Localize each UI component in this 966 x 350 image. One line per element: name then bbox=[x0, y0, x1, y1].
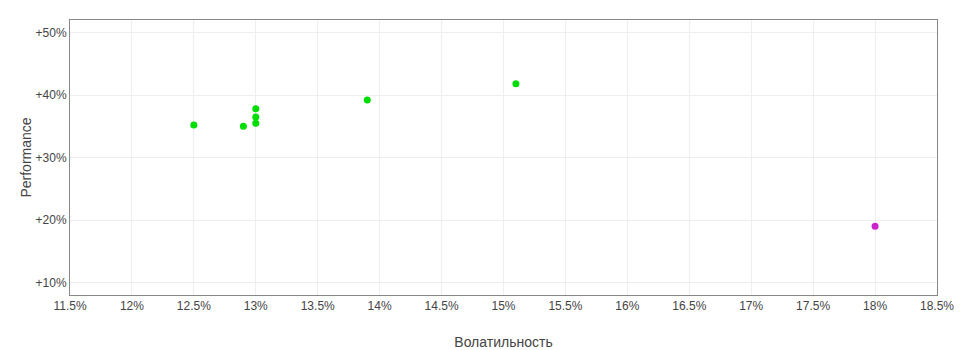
svg-text:16%: 16% bbox=[615, 299, 639, 313]
svg-text:+10%: +10% bbox=[36, 276, 67, 290]
svg-text:15.5%: 15.5% bbox=[548, 299, 582, 313]
svg-text:14%: 14% bbox=[368, 299, 392, 313]
svg-text:14.5%: 14.5% bbox=[425, 299, 459, 313]
svg-text:15%: 15% bbox=[491, 299, 515, 313]
svg-text:Performance: Performance bbox=[18, 117, 34, 197]
svg-text:12%: 12% bbox=[120, 299, 144, 313]
svg-text:16.5%: 16.5% bbox=[672, 299, 706, 313]
svg-text:17%: 17% bbox=[739, 299, 763, 313]
svg-text:Волатильность: Волатильность bbox=[454, 334, 552, 350]
svg-text:+40%: +40% bbox=[36, 88, 67, 102]
svg-text:13%: 13% bbox=[244, 299, 268, 313]
svg-text:18.5%: 18.5% bbox=[920, 299, 954, 313]
svg-text:12.5%: 12.5% bbox=[177, 299, 211, 313]
svg-text:17.5%: 17.5% bbox=[796, 299, 830, 313]
svg-text:+20%: +20% bbox=[36, 213, 67, 227]
svg-text:13.5%: 13.5% bbox=[301, 299, 335, 313]
svg-text:+50%: +50% bbox=[36, 26, 67, 40]
svg-text:+30%: +30% bbox=[36, 151, 67, 165]
svg-text:11.5%: 11.5% bbox=[53, 299, 86, 313]
svg-text:18%: 18% bbox=[863, 299, 887, 313]
